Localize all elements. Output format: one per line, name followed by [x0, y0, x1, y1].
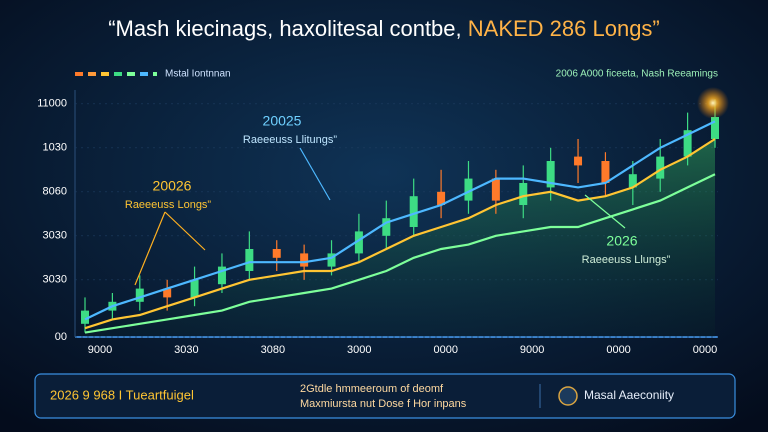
candle-body	[546, 161, 555, 188]
annotation-arrows	[134, 147, 626, 286]
candle-body	[135, 288, 144, 302]
candle-body	[327, 253, 336, 267]
x-tick-label: 3080	[261, 344, 285, 356]
x-tick-label: 3030	[174, 344, 198, 356]
candle-body	[628, 174, 637, 188]
footer-panel	[34, 373, 736, 419]
annotation-title: 20026	[153, 178, 192, 194]
x-tick-label: 9000	[520, 344, 544, 356]
candle-body	[190, 279, 199, 298]
legend-right: 2006 A000 ficeeta, Nash Reeamings	[556, 69, 718, 80]
candle-body	[382, 218, 391, 236]
candle-body	[245, 249, 254, 271]
y-tick-label: 00	[55, 331, 67, 343]
title-highlight: NAKED 286 Longs”	[468, 16, 660, 41]
candle-body	[272, 249, 281, 258]
candle-body	[81, 310, 89, 324]
y-tick-label: 8060	[43, 186, 67, 198]
chart-title: “Mash kiecinags, haxolitesal contbe, NAK…	[108, 16, 660, 41]
candle-body	[163, 288, 172, 298]
annotation-text: Raeeeuss Longs”	[125, 199, 212, 211]
candle-body	[437, 191, 446, 205]
candle-body	[601, 161, 610, 183]
candle-body	[711, 117, 719, 139]
candle-body	[574, 156, 583, 166]
annotation-text: Raeeeuss Llungs”	[582, 254, 671, 266]
legend-left: Mstal Iontnnan	[165, 69, 231, 80]
footer-middle: 2Gtdle hmmeeroum of deomf	[300, 383, 444, 395]
x-tick-label: 0000	[433, 344, 457, 356]
legend-swatches	[75, 72, 157, 76]
series-line	[84, 173, 716, 334]
annotation-text: Raeeeuss Llitungs”	[243, 134, 338, 146]
series-line	[84, 120, 716, 321]
x-tick-label: 0000	[606, 344, 630, 356]
footer-left: 2026 9 968 I Tueartfuigel	[50, 387, 194, 402]
title-text: “Mash kiecinags, haxolitesal contbe,	[108, 16, 468, 41]
candle-body	[656, 156, 665, 179]
y-tick-label: 3030	[43, 230, 67, 242]
candle-body	[300, 253, 309, 267]
candle-body	[464, 178, 473, 201]
candle-body	[519, 183, 528, 205]
y-tick-label: 11000	[37, 98, 67, 110]
footer-icon	[558, 386, 578, 406]
annotation-title: 2026	[606, 233, 637, 249]
candle-body	[354, 231, 363, 254]
x-tick-label: 3000	[347, 344, 371, 356]
candle-body	[217, 266, 226, 285]
x-tick-label: 9000	[88, 344, 112, 356]
annotation-title: 20025	[263, 113, 302, 129]
candle-body	[491, 178, 500, 201]
x-tick-label: 0000	[693, 344, 717, 356]
candle-body	[683, 130, 692, 157]
glow	[697, 87, 729, 119]
candle-body	[409, 196, 418, 227]
footer-right: Masal Aaeconiity	[584, 388, 674, 402]
footer-middle: Maxmiursta nut Dose f Hor inpans	[300, 398, 467, 410]
y-tick-label: 1030	[43, 142, 67, 154]
y-tick-label: 3030	[43, 274, 67, 286]
plot: 00 3030 3030 8060 1030 11000 9000 3030 3080 3000 0…	[37, 98, 719, 356]
area	[85, 139, 715, 337]
series-line	[84, 138, 716, 330]
